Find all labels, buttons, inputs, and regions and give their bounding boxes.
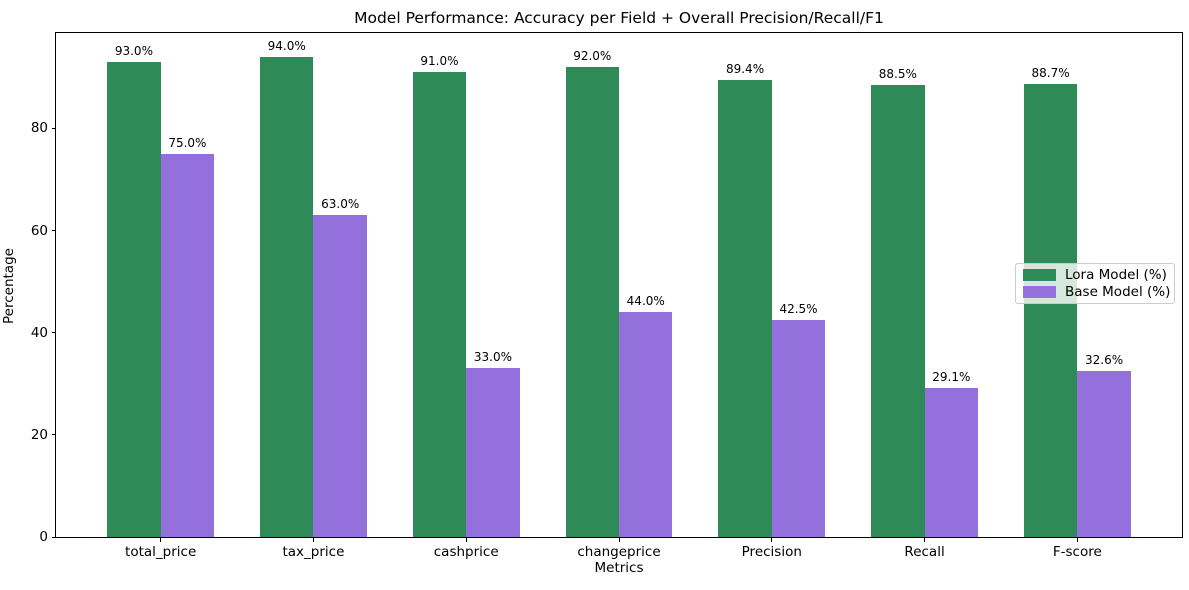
y-tick-label: 80: [30, 120, 48, 137]
bar-value-label: 44.0%: [626, 294, 665, 309]
bar-value-label: 33.0%: [473, 350, 513, 365]
legend-swatch-icon: [1023, 268, 1056, 281]
bar-F-score-series0: [1023, 84, 1078, 537]
y-tick-label: 20: [30, 426, 48, 443]
x-tick-label-Precision: Precision: [741, 544, 802, 560]
bar-changeprice-series1: [619, 312, 673, 537]
bar-value-label: 94.0%: [267, 39, 306, 53]
bar-cashprice-series1: [466, 368, 520, 537]
bar-value-label: 42.5%: [779, 301, 818, 316]
x-tick-label-cashprice: cashprice: [433, 544, 499, 560]
y-tick-mark: [52, 332, 56, 334]
x-tick-label-Recall: Recall: [904, 544, 945, 560]
legend-swatch-icon: [1023, 286, 1056, 299]
x-tick-mark: [618, 538, 620, 542]
x-tick-mark: [465, 538, 467, 542]
bar-Recall-series1: [924, 388, 979, 537]
bar-value-label: 88.7%: [1031, 66, 1070, 81]
x-tick-mark: [924, 538, 926, 542]
legend-row: Lora Model (%): [1023, 267, 1167, 283]
y-tick-label: 40: [30, 324, 48, 341]
bar-value-label: 63.0%: [321, 197, 360, 212]
bar-value-label: 88.5%: [878, 67, 917, 82]
y-tick-mark: [52, 230, 56, 232]
bar-total_price-series1: [160, 154, 215, 537]
y-axis-label: Percentage: [1, 248, 17, 324]
x-tick-mark: [312, 538, 314, 542]
x-tick-mark: [1076, 538, 1078, 542]
bar-F-score-series1: [1077, 370, 1131, 537]
bar-tax_price-series1: [313, 215, 367, 537]
y-tick-mark: [52, 536, 56, 538]
y-tick-label: 0: [39, 529, 48, 545]
bar-value-label: 89.4%: [725, 62, 765, 77]
legend: Lora Model (%) Base Model (%): [1015, 263, 1175, 304]
bar-value-label: 92.0%: [573, 49, 612, 64]
bar-Precision-series1: [771, 319, 826, 537]
bar-cashprice-series0: [412, 72, 467, 537]
x-tick-mark: [160, 538, 162, 542]
chart-title: Model Performance: Accuracy per Field + …: [354, 9, 884, 27]
bar-tax_price-series0: [259, 57, 314, 537]
bar-Precision-series0: [718, 80, 772, 537]
bar-Recall-series0: [871, 85, 925, 537]
legend-row: Base Model (%): [1023, 284, 1171, 301]
bar-value-label: 93.0%: [114, 44, 153, 59]
legend-label: Lora Model (%): [1065, 266, 1167, 283]
y-tick-mark: [52, 434, 56, 436]
y-tick-label: 60: [30, 222, 48, 239]
bar-total_price-series0: [107, 62, 161, 537]
bar-value-label: 32.6%: [1085, 352, 1124, 367]
legend-label: Base Model (%): [1065, 284, 1171, 301]
x-tick-label-total_price: total_price: [125, 544, 197, 560]
x-tick-label-tax_price: tax_price: [282, 544, 345, 560]
x-tick-label-changeprice: changeprice: [577, 544, 661, 560]
y-tick-mark: [52, 127, 56, 129]
bar-value-label: 75.0%: [168, 136, 207, 151]
bar-value-label: 91.0%: [420, 54, 459, 69]
x-tick-label-F-score: F-score: [1052, 544, 1102, 560]
x-tick-mark: [771, 538, 773, 542]
x-axis-label: Metrics: [594, 560, 644, 576]
bar-value-label: 29.1%: [932, 370, 971, 385]
bar-changeprice-series0: [565, 67, 619, 537]
